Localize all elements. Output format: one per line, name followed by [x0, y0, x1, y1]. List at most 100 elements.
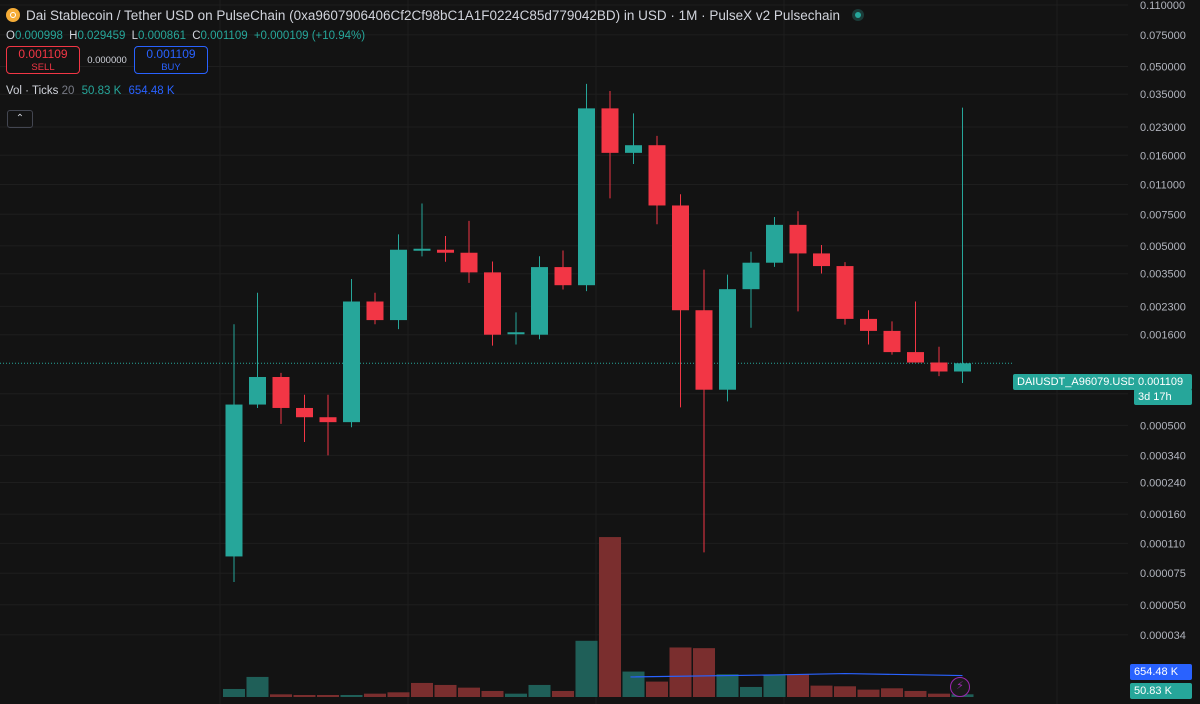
volume-pane	[223, 537, 974, 697]
volume-last-tag: 50.83 K	[1130, 683, 1192, 699]
candle-body-up	[578, 108, 595, 286]
candle-body-down	[296, 407, 313, 418]
high-label: H	[69, 30, 78, 42]
market-status-dot-icon[interactable]	[851, 9, 864, 21]
dai-coin-icon	[6, 8, 20, 22]
candle-body-down	[883, 330, 901, 353]
candle-body-down	[554, 267, 572, 286]
volume-bar	[716, 674, 739, 697]
price-tick-label: 0.023000	[1140, 122, 1186, 134]
candle-body-up	[766, 224, 783, 263]
candle-body-down	[460, 252, 478, 273]
volume-bar	[904, 690, 927, 697]
sell-price: 0.001109	[18, 47, 68, 61]
sell-button[interactable]: 0.001109 SELL	[6, 46, 80, 74]
spread-value: 0.000000	[87, 54, 127, 66]
price-tick-label: 0.000034	[1140, 630, 1186, 642]
candle-body-up	[742, 262, 760, 290]
candle-body-up	[225, 404, 243, 557]
volume-bar	[763, 674, 786, 697]
price-axis-background	[1128, 0, 1200, 704]
volume-bar	[622, 671, 645, 697]
price-tick-label: 0.001600	[1140, 330, 1186, 342]
price-tick-label: 0.005000	[1140, 241, 1186, 253]
volume-bar	[834, 686, 856, 697]
volume-bar	[740, 686, 762, 697]
volume-bar	[646, 681, 668, 697]
volume-ma-tag: 654.48 K	[1130, 664, 1192, 680]
price-axis[interactable]: 0.110000 0.075000 0.050000 0.035000 0.023000…	[1128, 0, 1200, 704]
bar-countdown-tag: 3d 17h	[1134, 389, 1192, 405]
volume-bar	[552, 690, 574, 697]
candle-body-down	[789, 224, 807, 254]
high-value: 0.029459	[77, 30, 126, 42]
price-tick-label: 0.000240	[1140, 478, 1186, 490]
candle-body-up	[719, 289, 736, 390]
volume-bar	[481, 690, 504, 697]
price-tick-label: 0.016000	[1140, 150, 1186, 162]
volume-label: Vol · Ticks	[6, 85, 59, 97]
candle-body-up	[625, 145, 642, 153]
candle-body-down	[648, 145, 666, 206]
chart-title[interactable]: Dai Stablecoin / Tether USD on PulseChai…	[26, 7, 840, 23]
volume-bar	[223, 688, 245, 697]
volume-bar	[246, 676, 269, 697]
chart-grid	[0, 0, 1128, 704]
candle-body-down	[484, 272, 501, 335]
price-tick-label: 0.035000	[1140, 89, 1186, 101]
volume-bar	[528, 684, 551, 697]
price-tick-label: 0.000075	[1140, 568, 1186, 580]
lightning-icon[interactable]: ⚡	[950, 677, 970, 697]
candle-body-up	[390, 249, 407, 321]
candle-body-down	[907, 352, 924, 363]
price-tick-label: 0.050000	[1140, 61, 1186, 73]
price-tick-label: 0.000160	[1140, 509, 1186, 521]
change-value: +0.000109 (+10.94%)	[253, 30, 366, 42]
candle-body-down	[319, 417, 337, 423]
volume-bar	[340, 694, 363, 697]
volume-legend[interactable]: Vol · Ticks 20 50.83 K 654.48 K	[6, 83, 864, 99]
low-value: 0.000861	[138, 30, 186, 42]
candle-body-down	[672, 205, 689, 311]
candle-body-down	[930, 362, 948, 372]
volume-bar	[881, 688, 903, 697]
candle-body-down	[272, 376, 290, 408]
candle-body-down	[813, 253, 830, 267]
volume-bar	[810, 685, 833, 697]
volume-bar	[599, 537, 621, 697]
candle-series[interactable]	[225, 83, 972, 583]
volume-bar	[434, 684, 457, 697]
volume-bar	[693, 648, 715, 697]
volume-bar	[411, 682, 433, 697]
volume-bar	[387, 692, 410, 697]
candle-body-up	[507, 332, 525, 335]
ohlc-values: O0.000998 H0.029459 L0.000861 C0.001109 …	[6, 28, 864, 44]
price-tick-label: 0.000340	[1140, 450, 1186, 462]
volume-bar	[669, 647, 692, 697]
chevron-up-icon[interactable]: ⌃	[7, 110, 33, 128]
candle-body-up	[954, 363, 971, 372]
symbol-tag: DAIUSDT_A96079.USD	[1013, 374, 1140, 390]
close-value: 0.001109	[200, 30, 248, 42]
price-tick-label: 0.003500	[1140, 269, 1186, 281]
candle-body-down	[366, 301, 384, 321]
volume-bar	[787, 674, 809, 697]
candle-body-down	[836, 266, 854, 319]
candle-body-up	[413, 248, 431, 251]
buy-button[interactable]: 0.001109 BUY	[134, 46, 208, 74]
volume-bar	[575, 640, 598, 697]
candle-body-down	[860, 318, 877, 331]
price-tick-label: 0.007500	[1140, 209, 1186, 221]
trade-buttons: 0.001109 SELL 0.000000 0.001109 BUY	[6, 46, 864, 74]
volume-bar	[505, 693, 527, 697]
buy-price: 0.001109	[146, 47, 196, 61]
volume-bar	[364, 693, 386, 697]
volume-bar	[458, 687, 480, 697]
price-tick-label: 0.110000	[1140, 0, 1185, 12]
volume-ma-value: 654.48 K	[128, 85, 175, 97]
volume-bar	[317, 694, 339, 697]
price-tick-label: 0.075000	[1140, 30, 1186, 42]
candle-body-up	[531, 267, 548, 335]
candle-body-down	[601, 108, 619, 153]
